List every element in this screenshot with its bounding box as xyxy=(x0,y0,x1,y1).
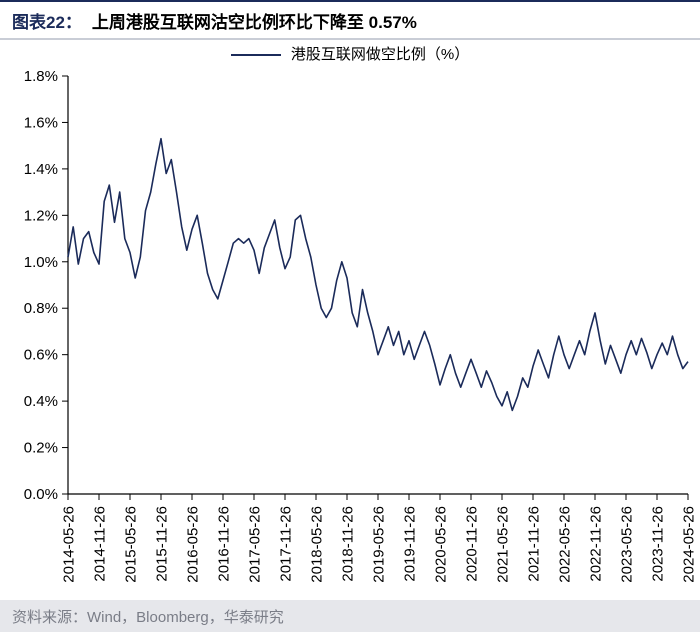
svg-text:2021-05-26: 2021-05-26 xyxy=(494,506,511,583)
svg-text:2022-11-26: 2022-11-26 xyxy=(587,506,604,582)
chart-area: 0.0% 0.2% 0.4% 0.6% 0.8% 1.0% 1.2% 1.4% 1.6% 1.8%… xyxy=(0,70,700,600)
svg-text:2017-11-26: 2017-11-26 xyxy=(277,506,294,582)
svg-text:0.2%: 0.2% xyxy=(24,440,58,457)
svg-text:2022-05-26: 2022-05-26 xyxy=(556,506,573,583)
svg-text:2018-05-26: 2018-05-26 xyxy=(308,506,325,583)
svg-text:0.0%: 0.0% xyxy=(24,486,58,503)
svg-text:2023-11-26: 2023-11-26 xyxy=(649,506,666,582)
svg-text:0.8%: 0.8% xyxy=(24,300,58,317)
svg-text:1.4%: 1.4% xyxy=(24,161,58,178)
svg-text:2021-11-26: 2021-11-26 xyxy=(525,506,542,582)
svg-text:1.6%: 1.6% xyxy=(24,114,58,131)
legend-swatch xyxy=(231,54,281,56)
svg-text:2015-11-26: 2015-11-26 xyxy=(153,506,170,582)
svg-text:2018-11-26: 2018-11-26 xyxy=(339,506,356,582)
chart-title: 上周港股互联网沽空比例环比下降至 0.57% xyxy=(92,8,417,33)
svg-text:2023-05-26: 2023-05-26 xyxy=(618,506,635,583)
svg-text:2014-11-26: 2014-11-26 xyxy=(91,506,108,582)
svg-text:2020-11-26: 2020-11-26 xyxy=(463,506,480,582)
source-text: 资料来源：Wind，Bloomberg，华泰研究 xyxy=(12,609,284,626)
legend-label: 港股互联网做空比例（%） xyxy=(291,46,469,63)
svg-text:1.0%: 1.0% xyxy=(24,254,58,271)
line-chart: 0.0% 0.2% 0.4% 0.6% 0.8% 1.0% 1.2% 1.4% 1.6% 1.8%… xyxy=(0,70,700,600)
svg-text:2016-11-26: 2016-11-26 xyxy=(215,506,232,582)
svg-text:1.2%: 1.2% xyxy=(24,207,58,224)
legend: 港股互联网做空比例（%） xyxy=(0,40,700,70)
svg-text:2024-05-26: 2024-05-26 xyxy=(680,506,697,583)
svg-text:1.8%: 1.8% xyxy=(24,70,58,85)
svg-text:0.6%: 0.6% xyxy=(24,347,58,364)
svg-text:2017-05-26: 2017-05-26 xyxy=(246,506,263,583)
svg-text:2015-05-26: 2015-05-26 xyxy=(122,506,139,583)
svg-text:0.4%: 0.4% xyxy=(24,393,58,410)
svg-text:2019-05-26: 2019-05-26 xyxy=(370,506,387,583)
svg-text:2016-05-26: 2016-05-26 xyxy=(184,506,201,583)
svg-text:2014-05-26: 2014-05-26 xyxy=(60,506,77,583)
chart-header: 图表22： 上周港股互联网沽空比例环比下降至 0.57% xyxy=(0,0,700,40)
source-footer: 资料来源：Wind，Bloomberg，华泰研究 xyxy=(0,600,700,632)
chart-number-label: 图表22： xyxy=(12,8,82,33)
svg-text:2019-11-26: 2019-11-26 xyxy=(401,506,418,582)
svg-text:2020-05-26: 2020-05-26 xyxy=(432,506,449,583)
